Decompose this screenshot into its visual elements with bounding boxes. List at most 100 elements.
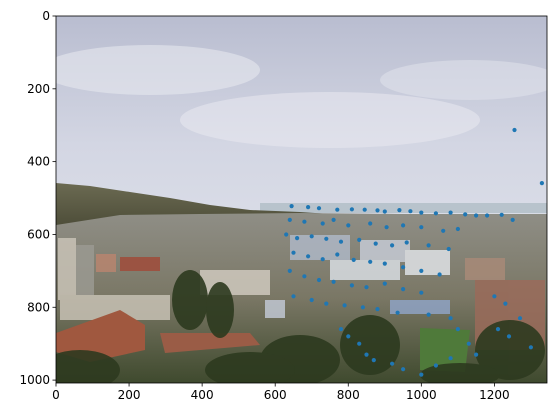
keypoint-marker	[351, 257, 356, 262]
keypoint-marker	[503, 301, 508, 306]
keypoint-marker	[309, 297, 314, 303]
y-tick-label: 600	[27, 227, 50, 241]
keypoint-marker	[284, 232, 289, 237]
keypoint-marker	[404, 240, 409, 245]
keypoint-marker	[338, 239, 344, 244]
keypoint-marker	[455, 327, 460, 332]
y-tick-label: 0	[42, 9, 50, 23]
keypoint-marker	[368, 221, 373, 226]
keypoint-marker	[485, 213, 490, 218]
x-tick-label: 400	[191, 388, 214, 402]
keypoint-marker	[346, 223, 351, 228]
keypoint-marker	[335, 252, 340, 257]
keypoint-marker	[375, 307, 380, 312]
axes-frame	[55, 15, 548, 384]
keypoint-marker	[448, 316, 453, 321]
keypoint-marker	[324, 236, 329, 241]
x-tick-label: 800	[337, 388, 360, 402]
x-tick-label: 200	[118, 388, 141, 402]
keypoint-marker	[338, 327, 344, 332]
keypoint-marker	[364, 352, 369, 357]
x-axis: 0 200 400 600 800 1000 1200	[52, 383, 510, 402]
keypoint-marker	[331, 217, 336, 222]
keypoint-marker	[295, 236, 300, 241]
photo-image	[56, 16, 547, 383]
keypoint-marker	[291, 294, 296, 299]
keypoint-marker	[401, 287, 406, 292]
x-tick-label: 0	[52, 388, 60, 402]
keypoint-markers	[284, 127, 545, 377]
keypoint-marker	[512, 127, 517, 133]
keypoint-marker	[357, 341, 362, 346]
keypoint-marker	[395, 310, 400, 315]
keypoint-marker	[375, 208, 380, 213]
keypoint-marker	[368, 259, 373, 264]
keypoint-marker	[349, 283, 354, 288]
keypoint-marker	[474, 352, 479, 357]
y-tick-label: 1000	[19, 373, 50, 387]
keypoint-marker	[463, 212, 468, 217]
keypoint-marker	[316, 277, 322, 283]
keypoint-marker	[382, 281, 387, 286]
x-tick-label: 1000	[406, 388, 437, 402]
keypoint-marker	[357, 237, 362, 242]
keypoint-marker	[408, 209, 413, 214]
keypoint-marker	[401, 265, 406, 270]
keypoint-marker	[433, 363, 438, 368]
keypoint-marker	[362, 207, 367, 212]
keypoint-marker	[426, 312, 431, 317]
keypoint-marker	[495, 327, 501, 332]
keypoint-marker	[320, 221, 325, 226]
keypoint-marker	[455, 226, 460, 232]
keypoint-marker	[419, 290, 424, 295]
keypoint-marker	[390, 361, 395, 366]
keypoint-marker	[448, 356, 453, 361]
keypoint-marker	[320, 257, 325, 262]
keypoint-marker	[342, 303, 347, 308]
keypoint-marker	[492, 294, 497, 299]
y-tick-label: 200	[27, 82, 50, 96]
keypoint-marker	[335, 207, 340, 212]
x-tick-label: 1200	[479, 388, 510, 402]
keypoint-marker	[441, 228, 446, 233]
keypoint-marker	[446, 246, 451, 252]
keypoint-marker	[309, 234, 314, 239]
y-tick-label: 800	[27, 300, 50, 314]
keypoint-marker	[287, 217, 292, 222]
keypoint-marker	[437, 272, 442, 277]
keypoint-marker	[324, 301, 329, 306]
y-tick-label: 400	[27, 155, 50, 169]
keypoint-marker	[419, 225, 424, 230]
keypoint-marker	[401, 223, 406, 228]
keypoint-marker	[466, 341, 471, 346]
keypoint-marker	[382, 209, 387, 214]
keypoint-marker	[346, 334, 351, 339]
keypoint-marker	[419, 372, 424, 377]
y-axis: 0 200 400 600 800 1000	[19, 9, 56, 387]
keypoint-marker	[419, 268, 424, 273]
keypoint-marker	[397, 208, 402, 213]
keypoint-marker	[474, 213, 479, 218]
keypoint-marker	[289, 204, 294, 209]
keypoint-marker	[517, 316, 523, 321]
keypoint-marker	[291, 250, 296, 255]
keypoint-marker	[349, 207, 354, 212]
keypoint-marker	[384, 225, 389, 230]
keypoint-marker	[316, 206, 322, 211]
keypoint-marker	[306, 205, 311, 210]
keypoint-marker	[401, 367, 406, 372]
keypoint-marker	[331, 279, 336, 284]
keypoint-marker	[510, 217, 515, 222]
keypoint-marker	[419, 210, 424, 215]
keypoint-marker	[371, 358, 376, 363]
keypoint-marker	[306, 254, 311, 259]
keypoint-marker	[287, 268, 292, 273]
keypoint-marker	[382, 261, 387, 266]
keypoint-marker	[528, 345, 534, 350]
keypoint-marker	[506, 334, 512, 339]
keypoint-marker	[360, 305, 365, 310]
keypoint-marker	[426, 243, 431, 248]
keypoint-marker	[390, 243, 395, 248]
keypoint-marker	[302, 219, 307, 224]
